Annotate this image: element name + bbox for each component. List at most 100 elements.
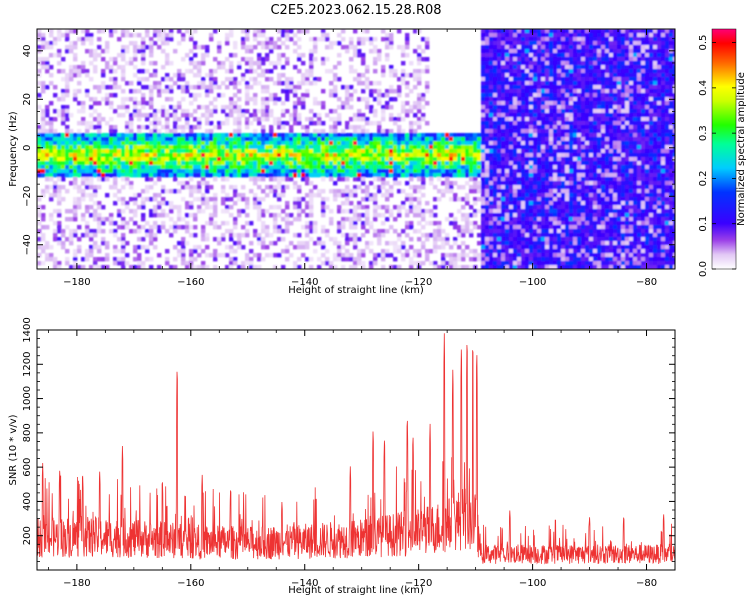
heatmap-cell [529, 189, 534, 194]
heatmap-cell [129, 89, 134, 94]
heatmap-cell [489, 137, 494, 142]
heatmap-cell [245, 169, 250, 174]
heatmap-cell [553, 153, 558, 158]
heatmap-cell [513, 261, 518, 266]
heatmap-cell [461, 229, 466, 234]
heatmap-cell [509, 249, 514, 254]
heatmap-cell [221, 149, 226, 154]
heatmap-cell [201, 173, 206, 178]
heatmap-cell [373, 161, 378, 166]
heatmap-cell [285, 85, 290, 90]
heatmap-cell [49, 153, 54, 158]
heatmap-cell [433, 229, 438, 234]
heatmap-cell [269, 185, 274, 190]
heatmap-cell [473, 209, 478, 214]
heatmap-cell [189, 153, 194, 158]
heatmap-cell [493, 153, 498, 158]
heatmap-cell [69, 73, 74, 78]
heatmap-cell [461, 249, 466, 254]
heatmap-cell [153, 169, 158, 174]
heatmap-cell [401, 137, 406, 142]
heatmap-cell [101, 229, 106, 234]
heatmap-cell [389, 89, 394, 94]
heatmap-cell [237, 113, 242, 118]
heatmap-cell [461, 173, 466, 178]
heatmap-cell [229, 29, 234, 34]
heatmap-cell [473, 157, 478, 162]
heatmap-cell [557, 173, 562, 178]
heatmap-cell [409, 221, 414, 226]
heatmap-cell [157, 133, 162, 138]
heatmap-cell [145, 29, 150, 34]
heatmap-cell [417, 157, 422, 162]
heatmap-cell [493, 53, 498, 58]
heatmap-cell [521, 125, 526, 130]
heatmap-cell [285, 205, 290, 210]
heatmap-cell [65, 73, 70, 78]
heatmap-cell [153, 165, 158, 170]
heatmap-cell [325, 257, 330, 262]
heatmap-cell [405, 249, 410, 254]
heatmap-cell [149, 85, 154, 90]
heatmap-cell [189, 125, 194, 130]
heatmap-cell [113, 261, 118, 266]
heatmap-cell [193, 29, 198, 34]
heatmap-cell [281, 65, 286, 70]
heatmap-cell [89, 177, 94, 182]
heatmap-cell [337, 41, 342, 46]
heatmap-cell [221, 173, 226, 178]
heatmap-cell [37, 29, 42, 34]
heatmap-cell [569, 89, 574, 94]
heatmap-cell [233, 133, 238, 138]
heatmap-cell [305, 141, 310, 146]
heatmap-cell [533, 121, 538, 126]
heatmap-cell [49, 117, 54, 122]
heatmap-cell [497, 129, 502, 134]
heatmap-cell [273, 61, 278, 66]
heatmap-cell [497, 217, 502, 222]
heatmap-cell [517, 213, 522, 218]
heatmap-cell [281, 53, 286, 58]
heatmap-cell [225, 57, 230, 62]
heatmap-cell [489, 45, 494, 50]
heatmap-cell [137, 109, 142, 114]
heatmap-cell [409, 89, 414, 94]
heatmap-cell [289, 169, 294, 174]
heatmap-cell [353, 233, 358, 238]
heatmap-cell [173, 157, 178, 162]
heatmap-cell [297, 201, 302, 206]
heatmap-cell [525, 41, 530, 46]
heatmap-cell [157, 229, 162, 234]
heatmap-cell [49, 125, 54, 130]
heatmap-cell [545, 265, 550, 269]
heatmap-cell [285, 61, 290, 66]
heatmap-cell [329, 165, 334, 170]
heatmap-cell [81, 133, 86, 138]
heatmap-cell [485, 41, 490, 46]
heatmap-cell [381, 213, 386, 218]
heatmap-cell [537, 189, 542, 194]
heatmap-cell [113, 169, 118, 174]
heatmap-cell [73, 153, 78, 158]
heatmap-cell [437, 153, 442, 158]
heatmap-cell [561, 61, 566, 66]
heatmap-cell [489, 109, 494, 114]
heatmap-cell [421, 245, 426, 250]
heatmap-cell [449, 197, 454, 202]
heatmap-cell [529, 53, 534, 58]
heatmap-cell [437, 145, 442, 150]
heatmap-cell [169, 205, 174, 210]
heatmap-cell [489, 77, 494, 82]
heatmap-cell [509, 33, 514, 38]
heatmap-cell [305, 117, 310, 122]
heatmap-cell [365, 97, 370, 102]
heatmap-cell [497, 153, 502, 158]
heatmap-cell [381, 133, 386, 138]
heatmap-cell [189, 177, 194, 182]
heatmap-cell [89, 265, 94, 269]
heatmap-cell [49, 165, 54, 170]
heatmap-cell [301, 97, 306, 102]
heatmap-cell [169, 189, 174, 194]
heatmap-cell [41, 165, 46, 170]
heatmap-cell [513, 81, 518, 86]
